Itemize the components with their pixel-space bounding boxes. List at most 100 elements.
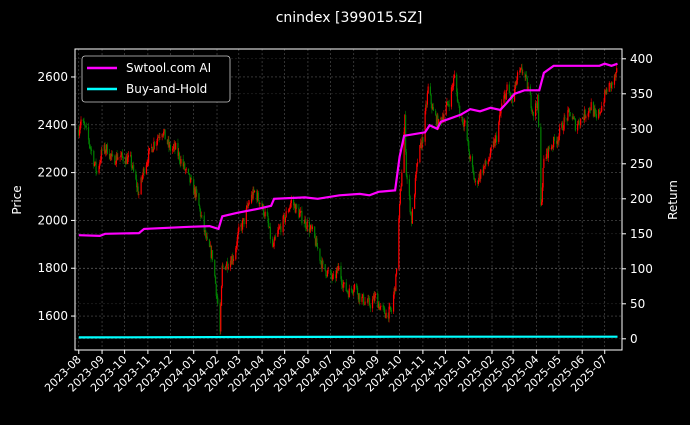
candle-body [284, 217, 286, 223]
candle-body [531, 111, 534, 113]
candle-body [534, 103, 537, 117]
candle-body [359, 293, 361, 302]
candle-body [522, 72, 524, 74]
candle-body [301, 211, 303, 224]
candle-body [246, 205, 248, 209]
candle-body [395, 274, 397, 292]
candle-body [448, 104, 450, 107]
candle-body [535, 103, 537, 107]
candle-body [383, 307, 386, 314]
candle-body [158, 136, 160, 138]
candle-body [288, 209, 290, 212]
candle-body [201, 215, 203, 217]
candle-body [151, 147, 153, 148]
candle-body [95, 161, 97, 172]
candle-body [338, 265, 340, 271]
candle-body [119, 156, 121, 158]
y2-tick-label: 400 [630, 52, 653, 66]
candle-body [210, 245, 212, 258]
candle-body [364, 301, 366, 305]
candle-body [395, 268, 398, 275]
candle-body [316, 238, 318, 247]
candle-body [298, 207, 300, 218]
candle-body [280, 226, 282, 233]
candle-body [408, 179, 410, 197]
candle-body [199, 205, 201, 209]
candle-body [283, 215, 285, 217]
candle-body [579, 124, 581, 126]
candle-body [405, 115, 407, 152]
candle-body [238, 226, 240, 232]
candle-body [152, 149, 154, 153]
y2-tick-label: 200 [630, 192, 653, 206]
candle-body [331, 276, 333, 280]
candle-body [220, 305, 222, 332]
candle-body [556, 140, 558, 144]
candle-body [84, 125, 87, 127]
candle-body [613, 75, 616, 85]
candle-body [135, 171, 137, 180]
candle-body [177, 143, 179, 156]
candle-body [492, 141, 495, 148]
candle-body [148, 147, 150, 151]
legend-box [81, 55, 231, 103]
candle-body [120, 155, 122, 157]
candle-body [447, 101, 449, 105]
candle-body [335, 274, 337, 279]
candle-body [484, 160, 486, 166]
candle-body [169, 145, 171, 148]
candle-body [409, 196, 411, 213]
legend-label-buyhold: Buy-and-Hold [126, 82, 207, 96]
candle-body [384, 313, 386, 318]
candle-body [263, 215, 265, 217]
candle-body [242, 218, 244, 221]
candle-body [400, 186, 402, 191]
candle-body [130, 155, 132, 167]
candle-body [389, 306, 392, 311]
candle-body [259, 202, 261, 205]
candle-body [250, 194, 253, 203]
candle-body [125, 156, 127, 165]
candle-body [577, 124, 579, 131]
candle-body [299, 211, 302, 213]
candle-body [551, 146, 553, 149]
candle-body [327, 270, 329, 272]
candle-body [256, 192, 259, 201]
candle-body [247, 205, 249, 207]
candle-body [580, 118, 582, 126]
candle-body [156, 141, 158, 146]
candle-body [432, 107, 435, 111]
candle-body [168, 139, 170, 148]
candle-body [322, 260, 324, 265]
candle-body [133, 165, 135, 172]
candle-body [252, 189, 254, 199]
candle-body [131, 166, 133, 168]
candle-body [268, 223, 270, 228]
candle-body [198, 193, 200, 206]
candle-body [615, 72, 617, 78]
candle-body [367, 298, 369, 303]
candle-body [526, 78, 528, 90]
candle-body [100, 149, 102, 161]
candle-body [108, 153, 111, 159]
candle-body [266, 211, 268, 217]
candle-body [121, 152, 123, 157]
candle-body [236, 237, 238, 246]
candle-body [604, 90, 606, 103]
candle-body [357, 294, 359, 300]
candle-body [180, 159, 182, 164]
candle-body [490, 147, 492, 149]
candle-body [573, 117, 575, 118]
candle-body [111, 154, 114, 156]
candle-body [172, 148, 174, 151]
candle-body [311, 226, 314, 229]
candle-body [332, 274, 335, 276]
candle-body [347, 291, 349, 293]
candle-body [101, 149, 103, 151]
candle-body [584, 109, 586, 118]
candle-body [516, 72, 519, 80]
candle-body [603, 102, 605, 106]
candle-body [417, 162, 419, 164]
candle-body [346, 291, 348, 292]
candle-body [489, 148, 492, 158]
